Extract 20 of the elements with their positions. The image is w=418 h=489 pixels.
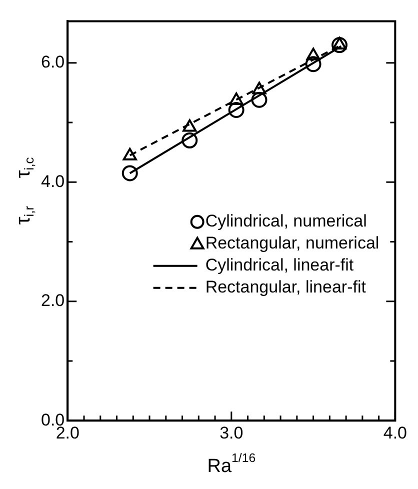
legend-label: Cylindrical, linear-fit xyxy=(205,256,354,275)
text: τi,r τi,c xyxy=(12,157,37,225)
point xyxy=(229,92,244,105)
point xyxy=(228,102,244,118)
point xyxy=(251,92,268,108)
legend-label: Rectangular, numerical xyxy=(205,234,380,253)
x-tick-label: 3.0 xyxy=(220,423,244,442)
y-tick-label: 4.0 xyxy=(40,172,65,191)
x-tick-label: 4.0 xyxy=(383,423,408,442)
point xyxy=(122,165,138,182)
legend-label: Rectangular, linear-fit xyxy=(205,278,366,297)
y-tick-label: 2.0 xyxy=(40,291,65,310)
point xyxy=(306,48,320,60)
point xyxy=(252,82,266,94)
point xyxy=(305,56,322,72)
point xyxy=(182,119,197,132)
point xyxy=(332,37,347,50)
point xyxy=(182,132,198,148)
y-tick-label: 6.0 xyxy=(40,52,65,72)
legend-label: Cylindrical, numerical xyxy=(205,212,367,231)
